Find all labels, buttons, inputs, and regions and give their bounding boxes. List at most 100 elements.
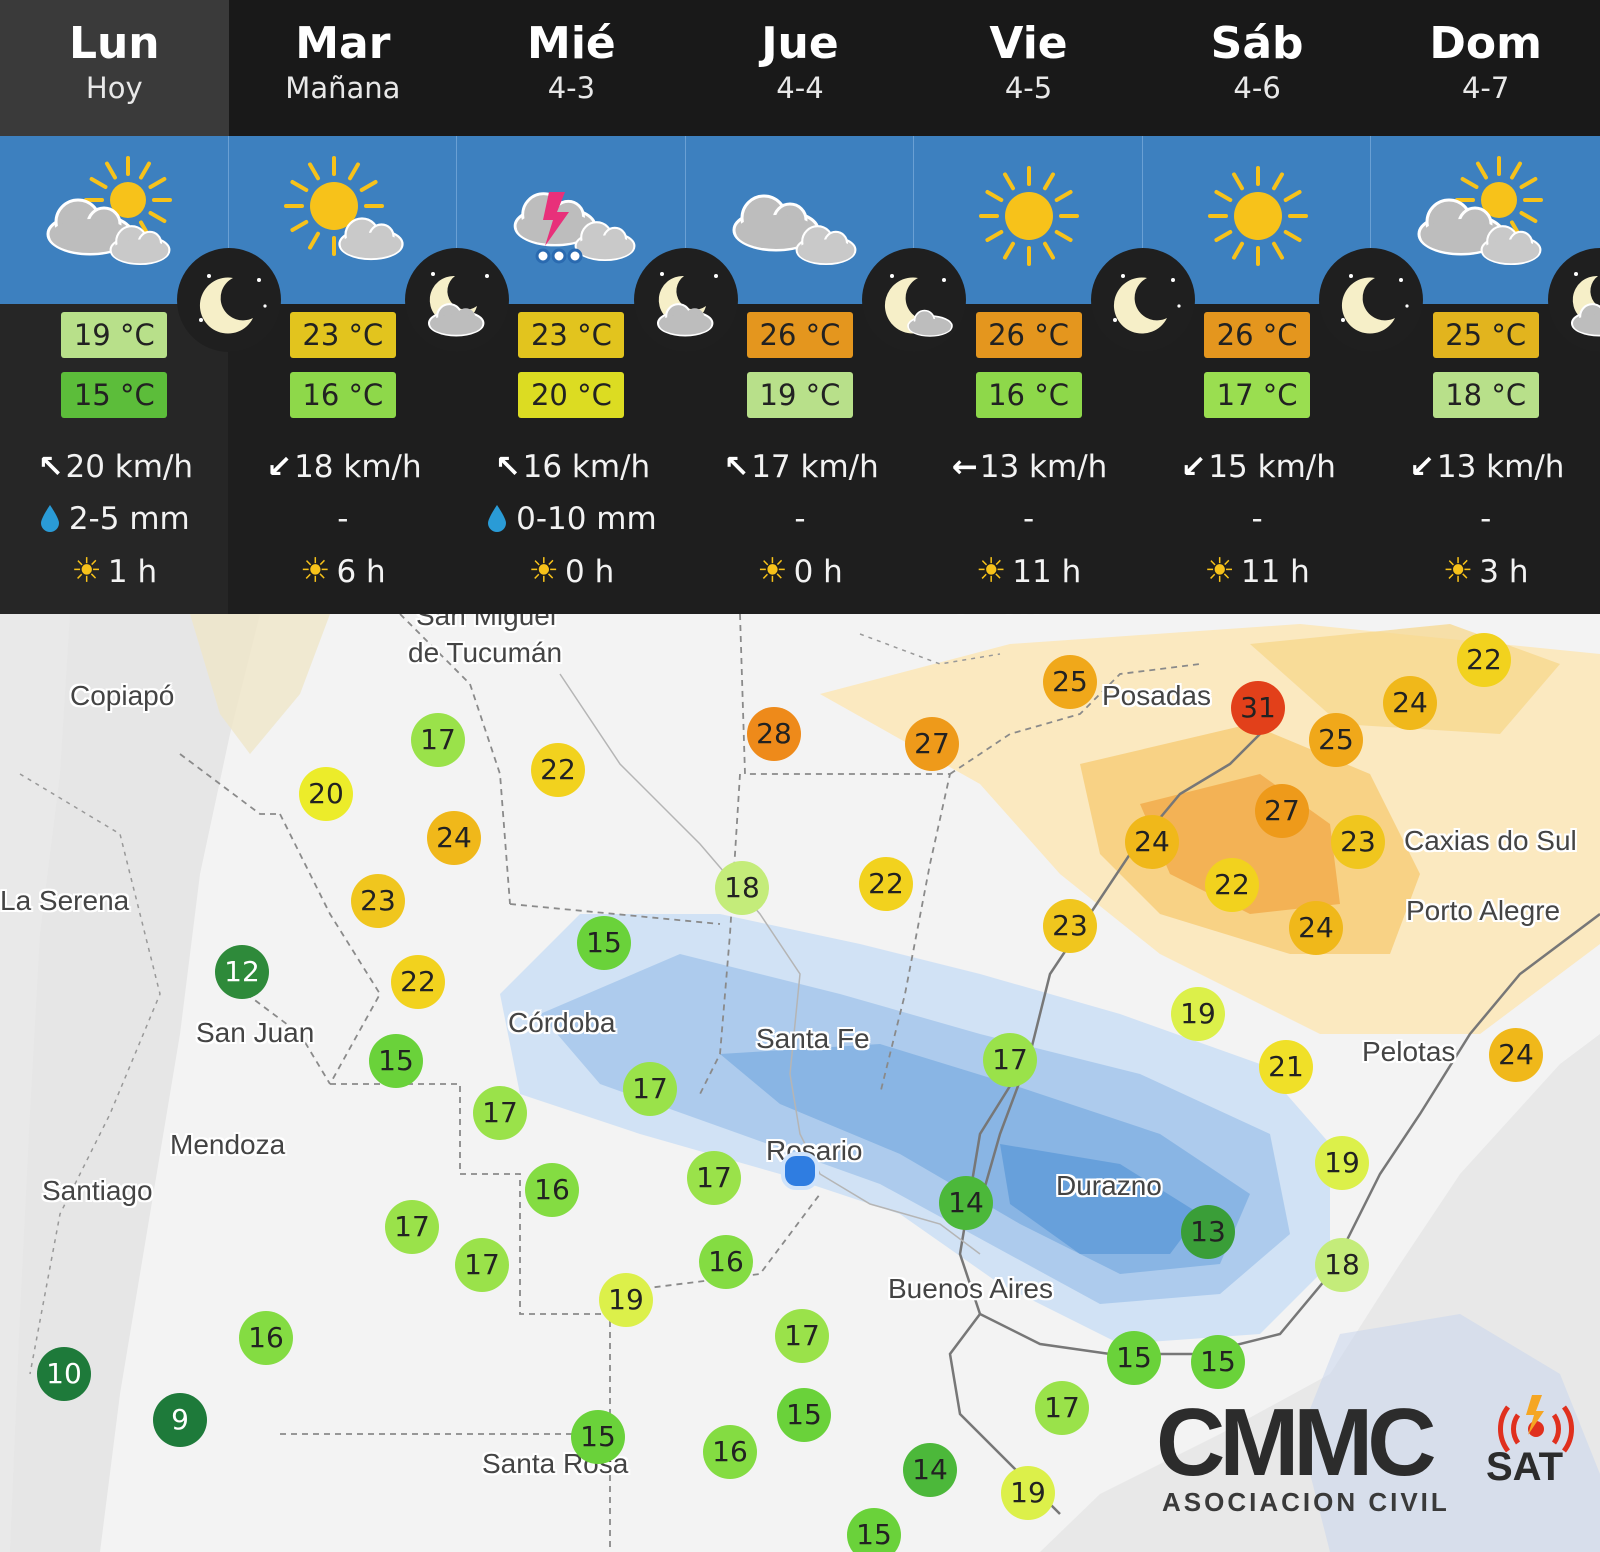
temperature-station[interactable]: 15: [777, 1388, 831, 1442]
city-label: San Miguel: [416, 614, 557, 631]
day-weather-cell: [1371, 136, 1600, 304]
rain-row: 2-5 mm - 0-10 mm - - - -: [0, 500, 1600, 538]
temperature-station[interactable]: 15: [577, 916, 631, 970]
temperature-station[interactable]: 24: [1289, 901, 1343, 955]
day-date: 4-4: [776, 71, 824, 105]
temperature-station[interactable]: 19: [1001, 1466, 1055, 1520]
temperature-station[interactable]: 18: [1315, 1238, 1369, 1292]
temperature-station[interactable]: 17: [455, 1238, 509, 1292]
temperature-station[interactable]: 15: [1191, 1335, 1245, 1389]
temperature-station[interactable]: 9: [153, 1393, 207, 1447]
temperature-station[interactable]: 22: [531, 743, 585, 797]
temperature-station[interactable]: 27: [905, 717, 959, 771]
day-date: Mañana: [285, 71, 401, 105]
temperature-station[interactable]: 22: [1205, 858, 1259, 912]
max-temp-badge: 26 °C: [746, 312, 853, 358]
wind-speed: 20 km/h: [65, 449, 194, 485]
day-name: Lun: [68, 18, 160, 69]
day-name: Dom: [1429, 18, 1542, 69]
day-date: 4-7: [1461, 71, 1510, 105]
temperature-station[interactable]: 24: [1489, 1028, 1543, 1082]
max-temp-row: 19 °C 23 °C 23 °C 26 °C 26 °C 26 °C 25 °C: [0, 312, 1600, 358]
city-label: Pelotas: [1362, 1036, 1456, 1067]
temperature-station[interactable]: 17: [473, 1086, 527, 1140]
min-temp-badge: 18 °C: [1432, 372, 1539, 418]
day-tab-2[interactable]: Mié 4-3: [457, 0, 686, 136]
day-tab-6[interactable]: Dom 4-7: [1371, 0, 1600, 136]
wind-direction-icon: ↙: [266, 449, 293, 485]
temperature-station[interactable]: 28: [747, 707, 801, 761]
day-tab-4[interactable]: Vie 4-5: [914, 0, 1143, 136]
day-weather-cell: [686, 136, 915, 304]
location-marker[interactable]: [781, 1152, 819, 1190]
temperature-station[interactable]: 17: [687, 1151, 741, 1205]
day-tab-3[interactable]: Jue 4-4: [686, 0, 915, 136]
sun-hours: 11 h: [1012, 554, 1082, 590]
city-label: Copiapó: [70, 680, 175, 711]
city-label: Córdoba: [508, 1007, 616, 1038]
wind-direction-icon: ↙: [1180, 449, 1207, 485]
day-tab-0[interactable]: Lun Hoy: [0, 0, 229, 136]
temperature-station[interactable]: 14: [939, 1176, 993, 1230]
temperature-station[interactable]: 22: [1457, 633, 1511, 687]
sun-icon: ☀: [299, 551, 331, 591]
day-tab-1[interactable]: Mar Mañana: [229, 0, 458, 136]
temperature-station[interactable]: 19: [1171, 987, 1225, 1041]
forecast-panel: Lun Hoy Mar Mañana Mié 4-3 Jue 4-4 Vie 4-5 Sáb 4-6 D…: [0, 0, 1600, 614]
temperature-station[interactable]: 25: [1043, 655, 1097, 709]
temperature-station[interactable]: 23: [1331, 815, 1385, 869]
temperature-station[interactable]: 16: [699, 1235, 753, 1289]
temperature-station[interactable]: 13: [1181, 1205, 1235, 1259]
temperature-station[interactable]: 25: [1309, 713, 1363, 767]
temperature-station[interactable]: 23: [351, 874, 405, 928]
wind-row: ↖20 km/h ↙18 km/h ↖16 km/h ↖17 km/h ←13 km/h…: [0, 448, 1600, 486]
temperature-station[interactable]: 22: [859, 857, 913, 911]
city-label: Porto Alegre: [1406, 895, 1561, 926]
day-tab-5[interactable]: Sáb 4-6: [1143, 0, 1372, 136]
thunderstorm-icon: [513, 192, 636, 264]
temperature-station[interactable]: 16: [703, 1425, 757, 1479]
temperature-station[interactable]: 22: [391, 955, 445, 1009]
temperature-station[interactable]: 12: [215, 945, 269, 999]
temperature-station[interactable]: 16: [525, 1163, 579, 1217]
temperature-station[interactable]: 17: [983, 1033, 1037, 1087]
temperature-station[interactable]: 17: [775, 1309, 829, 1363]
temperature-station[interactable]: 15: [369, 1034, 423, 1088]
min-temp-badge: 19 °C: [746, 372, 853, 418]
temperature-station[interactable]: 18: [715, 861, 769, 915]
temperature-station[interactable]: 19: [599, 1273, 653, 1327]
temperature-station[interactable]: 17: [623, 1062, 677, 1116]
sun-hours: 0 h: [793, 554, 843, 590]
temperature-station[interactable]: 24: [1383, 676, 1437, 730]
temperature-station[interactable]: 21: [1259, 1040, 1313, 1094]
wind-direction-icon: ←: [951, 449, 978, 485]
logo-sat-text: SAT: [1486, 1445, 1564, 1489]
temperature-map[interactable]: San Miguel de Tucumán Copiapó La Serena San …: [0, 614, 1600, 1552]
wind-direction-icon: ↖: [723, 449, 750, 485]
temperature-station[interactable]: 15: [847, 1508, 901, 1552]
temperature-station[interactable]: 19: [1315, 1136, 1369, 1190]
temperature-station[interactable]: 17: [385, 1200, 439, 1254]
temperature-station[interactable]: 17: [411, 713, 465, 767]
city-label: Santa Fe: [756, 1023, 870, 1054]
wind-direction-icon: ↖: [494, 449, 521, 485]
day-weather-cell: [229, 136, 458, 304]
moon-cloudy-icon: [405, 248, 510, 352]
temperature-station[interactable]: 20: [299, 767, 353, 821]
temperature-station[interactable]: 14: [903, 1443, 957, 1497]
temperature-station[interactable]: 15: [1107, 1331, 1161, 1385]
temperature-station[interactable]: 16: [239, 1311, 293, 1365]
temperature-station[interactable]: 24: [427, 811, 481, 865]
rain-amount: -: [794, 501, 806, 537]
temperature-station[interactable]: 27: [1255, 784, 1309, 838]
temperature-station[interactable]: 23: [1043, 899, 1097, 953]
days-header: Lun Hoy Mar Mañana Mié 4-3 Jue 4-4 Vie 4-5 Sáb 4-6 D…: [0, 0, 1600, 136]
temperature-station[interactable]: 10: [37, 1347, 91, 1401]
max-temp-badge: 19 °C: [61, 312, 168, 358]
temperature-station[interactable]: 24: [1125, 815, 1179, 869]
temperature-station[interactable]: 15: [571, 1410, 625, 1464]
city-label: Buenos Aires: [888, 1273, 1053, 1304]
temperature-station[interactable]: 17: [1035, 1381, 1089, 1435]
rain-amount: -: [1480, 501, 1492, 537]
temperature-station[interactable]: 31: [1231, 681, 1285, 735]
